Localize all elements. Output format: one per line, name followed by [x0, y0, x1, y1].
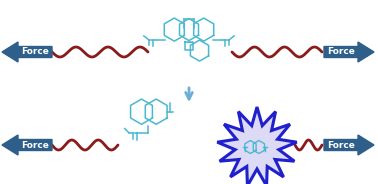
Polygon shape: [2, 135, 52, 155]
Polygon shape: [324, 135, 374, 155]
Polygon shape: [324, 42, 374, 62]
Text: Force: Force: [327, 141, 355, 149]
Polygon shape: [217, 107, 297, 184]
Polygon shape: [2, 42, 52, 62]
Text: Force: Force: [327, 47, 355, 56]
Text: Force: Force: [21, 47, 49, 56]
Text: Force: Force: [21, 141, 49, 149]
